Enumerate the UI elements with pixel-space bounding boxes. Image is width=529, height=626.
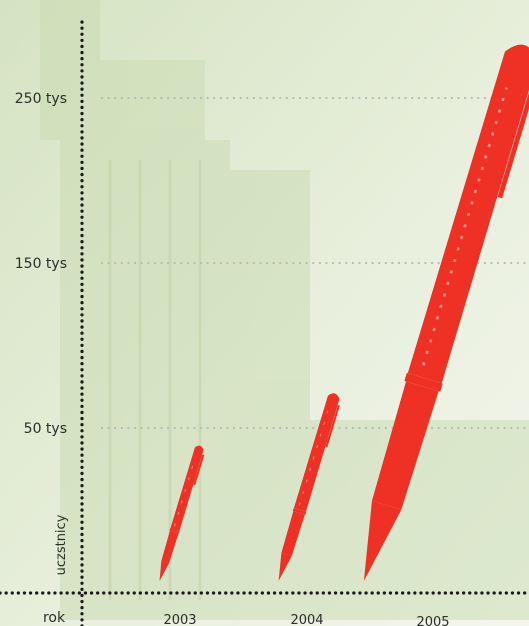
pen-clip: [325, 404, 340, 448]
x-tick-label: 2004: [290, 613, 323, 626]
x-tick-label: 2003: [163, 613, 196, 626]
pen-clip: [497, 77, 529, 199]
bar-pen-2005: [363, 44, 529, 581]
pen-barrel: [407, 44, 529, 384]
y-tick-label: 50 tys: [24, 421, 67, 437]
pen-highlight: [174, 456, 196, 527]
pen-ring: [169, 528, 180, 534]
pen-barrel: [293, 393, 340, 512]
pen-barrel: [170, 445, 204, 532]
x-axis-label: rok: [43, 610, 66, 626]
pen-grip: [371, 381, 439, 510]
pen-ring: [292, 508, 307, 515]
bar-pen-2003: [159, 445, 205, 581]
pen-grip: [161, 530, 179, 564]
bar-pen-2004: [278, 393, 340, 581]
y-tick-label: 150 tys: [15, 256, 67, 272]
y-axis-label: uczstnicy: [54, 514, 69, 575]
pen-highlight: [421, 87, 508, 366]
pen-nib: [363, 500, 402, 581]
pen-nib: [278, 552, 292, 581]
y-tick-label: 250 tys: [15, 91, 67, 107]
pen-clip: [193, 454, 205, 486]
pen-nib: [159, 560, 170, 581]
pen-grip: [281, 511, 305, 557]
pen-highlight: [298, 408, 329, 506]
pen-ring: [404, 372, 443, 392]
x-tick-label: 2005: [416, 615, 449, 626]
